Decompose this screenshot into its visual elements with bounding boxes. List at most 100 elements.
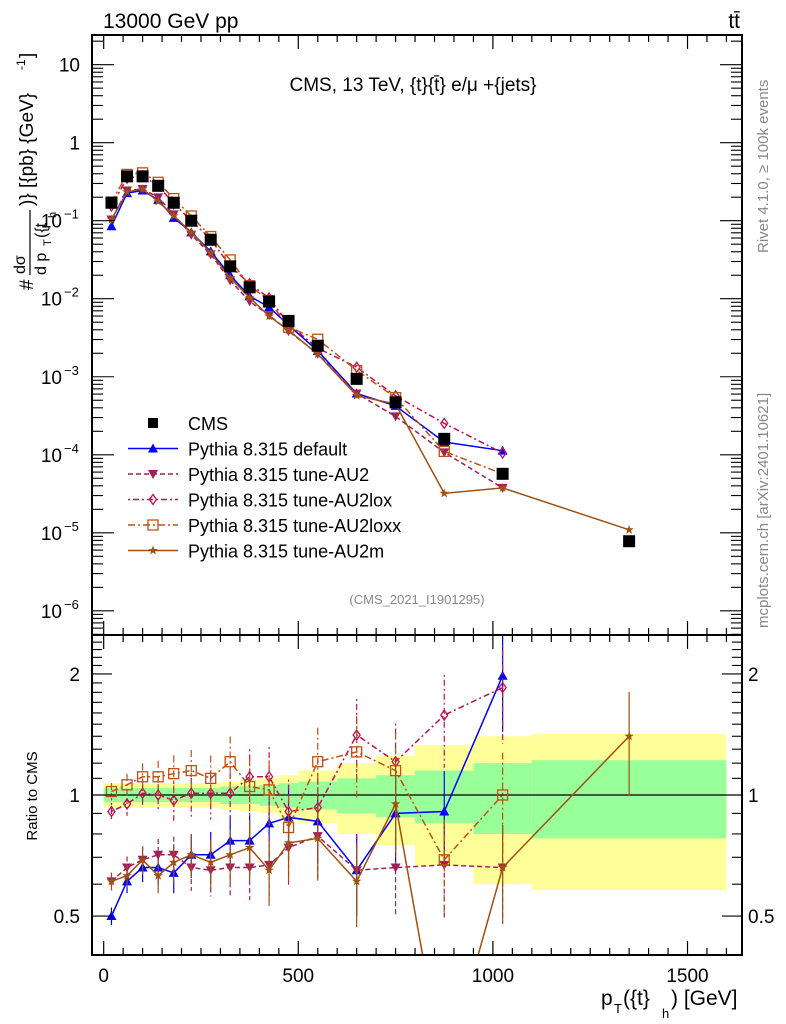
- y-tick-label-exp: −5: [64, 519, 79, 534]
- marker-diamond: [225, 787, 235, 800]
- y-tick-label-exp: −6: [64, 597, 79, 612]
- ratio-y-tick-label-right: 0.5: [748, 907, 774, 928]
- legend-entry: Pythia 8.315 default: [128, 440, 347, 460]
- marker-star: [244, 292, 255, 302]
- line-upper: [110, 188, 504, 489]
- marker-diamond: [107, 805, 116, 818]
- marker-square: [350, 372, 363, 385]
- marker-triangle-down: [148, 470, 158, 479]
- legend-label: Pythia 8.315 default: [188, 440, 347, 460]
- header-right: tt̄: [728, 10, 740, 33]
- marker-square: [152, 179, 165, 192]
- marker-square: [167, 196, 180, 209]
- y-tick-label: 10: [41, 446, 62, 467]
- legend-label: Pythia 8.315 tune-AU2: [188, 465, 369, 485]
- marker-triangle-down: [439, 448, 450, 458]
- marker-square: [185, 214, 198, 227]
- marker-square: [243, 281, 256, 294]
- marker-square: [311, 339, 324, 352]
- y-tick-label-exp: −1: [64, 207, 79, 222]
- marker-square-open: [312, 756, 324, 768]
- marker-star: [153, 196, 163, 206]
- xlabel-sub: T: [614, 1001, 622, 1016]
- marker-triangle-down: [390, 412, 401, 422]
- legend-label: CMS: [188, 414, 228, 434]
- ylabel-den-sub: T: [42, 239, 54, 246]
- x-tick-label: 0: [98, 966, 109, 987]
- y-tick-label: 1: [69, 134, 80, 155]
- ratio-y-tick-label-right: 2: [748, 665, 759, 686]
- marker-square: [105, 196, 118, 209]
- line-ratio: [110, 835, 503, 882]
- y-tick-label: 10: [41, 212, 62, 233]
- side-label-top: Rivet 4.1.0, ≥ 100k events: [755, 80, 772, 253]
- legend: CMS Pythia 8.315 default Pythia 8.315 tune…: [128, 414, 401, 562]
- legend-entry: Pythia 8.315 tune-AU2: [128, 465, 369, 485]
- marker-diamond: [352, 728, 361, 742]
- marker-square: [263, 295, 276, 308]
- marker-square: [204, 233, 217, 246]
- marker-square: [623, 535, 636, 548]
- line-upper: [110, 189, 503, 452]
- marker-diamond: [439, 708, 449, 722]
- ylabel-end: ]: [17, 53, 38, 58]
- marker-star: [225, 273, 235, 282]
- marker-diamond: [439, 417, 449, 430]
- xlabel-mid: ({t}: [623, 987, 650, 1010]
- ratio-group: [106, 691, 634, 955]
- marker-diamond: [148, 493, 158, 506]
- line-ratio: [111, 686, 503, 813]
- legend-entry: Pythia 8.315 tune-AU2lox: [128, 491, 392, 511]
- legend-entry: CMS: [148, 414, 228, 434]
- marker-square-open: [168, 768, 180, 780]
- data-cms: [105, 170, 636, 548]
- legend-entry: Pythia 8.315 tune-AU2loxx: [128, 516, 401, 536]
- marker-triangle-up: [148, 443, 158, 453]
- marker-star: [624, 524, 634, 534]
- marker-star: [351, 390, 362, 400]
- series-layer: [105, 167, 636, 955]
- y-tick-label-exp: −4: [64, 441, 79, 456]
- xlabel-sub2: h: [662, 1006, 669, 1021]
- ratio-y-tick-label: 1: [69, 786, 80, 807]
- marker-square-open: [147, 519, 159, 531]
- marker-star: [264, 311, 274, 321]
- ylabel-sup: -1: [14, 59, 28, 70]
- marker-triangle-up: [106, 221, 117, 231]
- ylabel-tail: )} [{pb} {GeV}: [17, 93, 38, 206]
- marker-star: [497, 482, 508, 492]
- marker-triangle-down: [390, 863, 401, 873]
- ylabel-num: dσ: [12, 255, 29, 274]
- x-tick-label: 500: [282, 966, 314, 987]
- marker-diamond: [352, 361, 361, 374]
- marker-star: [439, 488, 449, 498]
- marker-star: [169, 210, 179, 220]
- y-tick-label: 10: [41, 602, 62, 623]
- legend-label: Pythia 8.315 tune-AU2lox: [188, 491, 392, 511]
- marker-square: [224, 260, 237, 273]
- ratio-y-tick-label: 2: [69, 665, 80, 686]
- ratio-group: [105, 715, 509, 913]
- marker-star: [148, 545, 158, 555]
- marker-star: [137, 184, 148, 193]
- marker-triangle-down: [186, 230, 197, 240]
- marker-diamond: [206, 787, 216, 800]
- marker-square: [148, 418, 158, 428]
- line-ratio: [111, 751, 504, 862]
- marker-square-open: [438, 445, 450, 458]
- ratio-y-tick-label: 0.5: [54, 907, 80, 928]
- marker-diamond: [138, 787, 147, 800]
- marker-star: [106, 214, 117, 224]
- marker-square: [136, 170, 149, 183]
- legend-label: Pythia 8.315 tune-AU2loxx: [188, 516, 401, 536]
- x-tick-label: 1000: [472, 966, 514, 987]
- ylabel-hash: #: [17, 279, 38, 290]
- ylabel-den-sub2: h: [47, 212, 59, 218]
- y-tick-label-exp: −2: [64, 285, 79, 300]
- ratio-y-tick-label-right: 1: [748, 786, 759, 807]
- chart-title: CMS, 13 TeV, {t}{t̄} e/μ +{jets}: [289, 75, 536, 96]
- x-tick-label: 1500: [666, 966, 708, 987]
- y-tick-label: 10: [59, 56, 80, 77]
